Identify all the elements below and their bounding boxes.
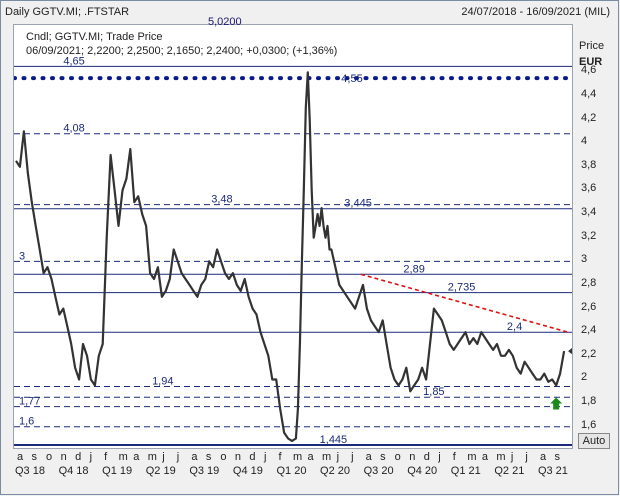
x-quarter-label: Q2 21 [494, 465, 525, 477]
date-range: 24/07/2018 - 16/09/2021 (MIL) [461, 6, 610, 18]
x-month-label: j [263, 451, 267, 463]
x-month-label: f [104, 451, 108, 463]
y-tick-label: 4,2 [581, 111, 597, 124]
last-price-marker [568, 347, 572, 355]
x-month-label: f [452, 451, 456, 463]
level-label: 3,445 [344, 198, 372, 210]
x-month-label: m [118, 451, 128, 463]
x-month-label: n [409, 451, 416, 463]
level-label: 1,94 [152, 376, 173, 388]
level-label: 4,08 [63, 123, 84, 135]
level-label: 2,4 [507, 321, 522, 333]
x-month-label: s [205, 451, 212, 463]
x-quarter-label: Q3 18 [15, 465, 45, 477]
y-tick-label: 3 [581, 253, 588, 266]
y-tick-label: 4,4 [581, 87, 597, 100]
y-tick-label: 2,8 [581, 276, 597, 289]
y-tick-label: 1,8 [581, 395, 597, 408]
level-label: 1,6 [19, 416, 34, 428]
level-label: 2,735 [448, 282, 476, 294]
x-month-label: m [467, 451, 477, 463]
y-tick-label: 2 [581, 371, 588, 384]
x-quarter-label: Q1 19 [102, 465, 133, 477]
x-month-label: m [293, 451, 303, 463]
auto-button[interactable]: Auto [578, 433, 610, 449]
x-quarter-label: Q3 21 [537, 465, 568, 477]
y-tick-label: 4,6 [581, 64, 597, 77]
x-month-label: o [46, 451, 53, 463]
y-tick-label: 3,4 [581, 206, 597, 219]
chart-title: Daily GGTV.MI; .FTSTAR [5, 6, 130, 18]
x-month-label: n [234, 451, 242, 463]
legend-line-2: 06/09/2021; 2,2200; 2,2500; 2,1650; 2,24… [26, 45, 338, 57]
x-month-label: a [539, 451, 547, 463]
x-month-label: a [17, 451, 24, 463]
x-month-label: j [525, 451, 528, 463]
x-month-label: j [162, 451, 165, 463]
x-month-label: s [31, 451, 38, 463]
resistance-trendline [360, 273, 569, 333]
y-tick-label: 1,6 [581, 418, 597, 431]
x-month-label: m [147, 451, 157, 463]
y-tick-label: 4 [581, 135, 588, 148]
level-label: 3,48 [211, 194, 232, 206]
x-quarter-label: Q2 20 [320, 465, 351, 477]
x-month-label: n [60, 451, 67, 463]
x-month-label: d [249, 451, 256, 463]
x-month-label: a [365, 451, 372, 463]
y-tick-label: 3,6 [581, 182, 597, 195]
overflow-label: 5,0200 [208, 16, 242, 28]
x-month-label: j [176, 451, 180, 463]
x-month-label: a [191, 451, 198, 463]
price-series-line [15, 71, 566, 442]
x-quarter-label: Q4 20 [407, 465, 438, 477]
level-label: 1,445 [320, 434, 348, 446]
x-month-label: m [496, 451, 506, 463]
x-month-label: j [510, 451, 514, 463]
x-month-label: f [278, 451, 282, 463]
y-tick-label: 3,8 [581, 158, 597, 171]
x-quarter-label: Q3 20 [363, 465, 394, 477]
x-month-label: m [322, 451, 332, 463]
x-month-label: j [89, 451, 93, 463]
y-axis-unit: EUR [579, 56, 603, 68]
level-label: 4,65 [63, 55, 84, 67]
y-tick-label: 2,2 [581, 347, 597, 360]
dotted-level-label: 4,55 [341, 73, 362, 85]
x-month-label: s [554, 451, 560, 463]
legend-line-1: Cndl; GGTV.MI; Trade Price [26, 31, 163, 43]
x-month-label: a [481, 451, 488, 463]
x-quarter-label: Q1 21 [450, 465, 481, 477]
x-month-label: o [394, 451, 401, 463]
plot-area[interactable]: 4,65 4,08 3,48 3,445 3 2,89 2,735 2,4 1,94 1,85 1,… [13, 24, 573, 449]
level-label: 3 [19, 250, 25, 262]
level-label: 1,77 [19, 396, 40, 408]
x-quarter-label: Q4 18 [58, 465, 89, 477]
x-month-label: o [220, 451, 227, 463]
x-month-label: j [438, 451, 441, 463]
y-tick-label: 2,4 [581, 324, 597, 337]
x-quarter-label: Q4 19 [232, 465, 263, 477]
y-tick-label: 3,2 [581, 229, 597, 242]
x-month-label: j [336, 451, 340, 463]
x-quarter-label: Q3 19 [189, 465, 220, 477]
x-month-label: a [133, 451, 140, 463]
x-month-label: d [423, 451, 430, 463]
level-label: 2,89 [403, 263, 424, 275]
x-quarter-label: Q2 19 [145, 465, 176, 477]
x-month-label: a [307, 451, 314, 463]
up-arrow-icon [550, 397, 563, 410]
x-month-label: j [351, 451, 354, 463]
y-tick-label: 2,6 [581, 300, 597, 313]
level-label: 1,85 [423, 386, 444, 398]
price-chart[interactable]: 4,65 4,08 3,48 3,445 3 2,89 2,735 2,4 1,94 1,85 1,… [14, 25, 572, 448]
x-month-label: d [75, 451, 82, 463]
x-month-label: s [380, 451, 386, 463]
y-axis-title: Price [579, 40, 605, 52]
x-quarter-label: Q1 20 [276, 465, 307, 477]
